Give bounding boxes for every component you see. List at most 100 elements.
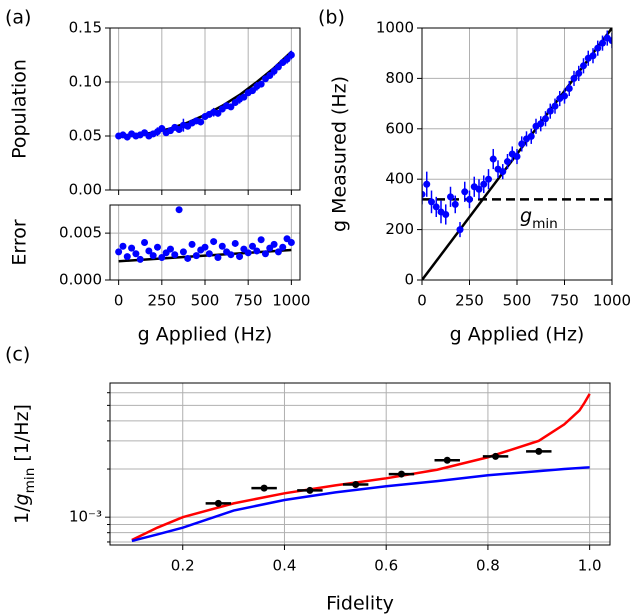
point [115, 248, 123, 256]
point [561, 92, 568, 100]
point [499, 168, 507, 176]
y-tick-label: 1000 [376, 19, 414, 37]
point [422, 190, 426, 198]
point [475, 185, 483, 193]
point [432, 203, 440, 211]
point [535, 447, 543, 455]
x-tick-label: 750 [234, 292, 263, 310]
y-tick-label: 0 [404, 271, 414, 289]
point [249, 87, 256, 95]
point [244, 249, 252, 257]
point [179, 248, 187, 256]
y-tick-label: 400 [385, 170, 414, 188]
frame [109, 204, 301, 281]
y-axis-label: Error [9, 219, 31, 266]
point [257, 236, 265, 244]
y-tick-label: 0.15 [69, 19, 102, 37]
point [141, 239, 149, 246]
point [205, 250, 213, 258]
frame [109, 27, 301, 191]
model-curve [131, 466, 590, 543]
point [489, 155, 497, 163]
point [485, 175, 492, 183]
plot-area [115, 50, 295, 141]
point [546, 107, 554, 115]
point [145, 247, 153, 255]
plot-area [422, 28, 612, 280]
y-tick-label: 0.10 [69, 73, 102, 91]
label-part: min [532, 216, 558, 232]
point [287, 239, 295, 246]
point [570, 74, 578, 82]
point [270, 67, 278, 75]
point [201, 243, 209, 251]
point [154, 243, 161, 251]
x-axis-label: g Applied (Hz) [138, 324, 273, 346]
point [513, 153, 521, 161]
point [306, 486, 314, 494]
y-tick-label: 0.005 [59, 224, 102, 242]
x-tick-label: 1.0 [578, 557, 602, 575]
point [257, 80, 265, 88]
point [266, 72, 274, 80]
x-tick-label: 250 [147, 292, 176, 310]
point [214, 254, 222, 261]
panel-label: (c) [5, 344, 30, 366]
point [175, 126, 183, 134]
point [608, 37, 612, 45]
plot-area [131, 393, 591, 543]
point [451, 200, 459, 208]
panel: 0.00 0.05 0.10 0.15 Population (a) [5, 7, 301, 199]
y-tick-label: 0.00 [69, 181, 102, 199]
x-tick-label: 1000 [593, 292, 631, 310]
point [136, 255, 144, 263]
point [197, 118, 205, 126]
x-tick-label: 250 [455, 292, 484, 310]
y-tick-label: 0.05 [69, 127, 102, 145]
point [461, 188, 469, 196]
point [447, 193, 454, 201]
point [218, 242, 226, 250]
x-tick-label: 0 [417, 292, 427, 310]
y-tick-label: 800 [385, 69, 414, 87]
model-curve [131, 393, 591, 542]
point [480, 180, 488, 188]
point [184, 254, 192, 262]
point [149, 252, 157, 260]
point [575, 69, 583, 77]
point [397, 470, 405, 478]
point [188, 240, 196, 248]
x-tick-label: 500 [503, 292, 532, 310]
x-tick-label: 1000 [272, 292, 310, 310]
x-tick-label: 0.2 [171, 557, 195, 575]
point [442, 210, 450, 218]
point [542, 115, 549, 123]
y-axis-label: 1/gmin [1/Hz] [11, 404, 39, 524]
point [214, 109, 222, 117]
x-tick-label: 0.6 [374, 557, 398, 575]
point [240, 93, 248, 101]
label-part: min [22, 468, 38, 494]
x-tick-label: 0.4 [273, 557, 297, 575]
point [132, 250, 140, 258]
point [283, 55, 291, 63]
point [527, 132, 535, 140]
point [352, 481, 360, 489]
plot-area [115, 206, 295, 263]
annotation: gmin [520, 205, 558, 233]
point [565, 84, 573, 92]
point [192, 252, 200, 260]
point [210, 238, 218, 246]
point [594, 44, 602, 52]
point [551, 102, 559, 110]
point [443, 456, 451, 464]
point [214, 499, 222, 507]
label-part: [1/Hz] [11, 404, 33, 468]
panel: 0 250 500 750 1000 0 200 400 600 800 1000 gmin g Mea… [318, 7, 631, 346]
point [227, 103, 235, 111]
point [166, 245, 174, 253]
point [599, 39, 606, 47]
y-axis-label: Population [9, 59, 31, 159]
point [175, 206, 183, 214]
point [279, 243, 287, 251]
